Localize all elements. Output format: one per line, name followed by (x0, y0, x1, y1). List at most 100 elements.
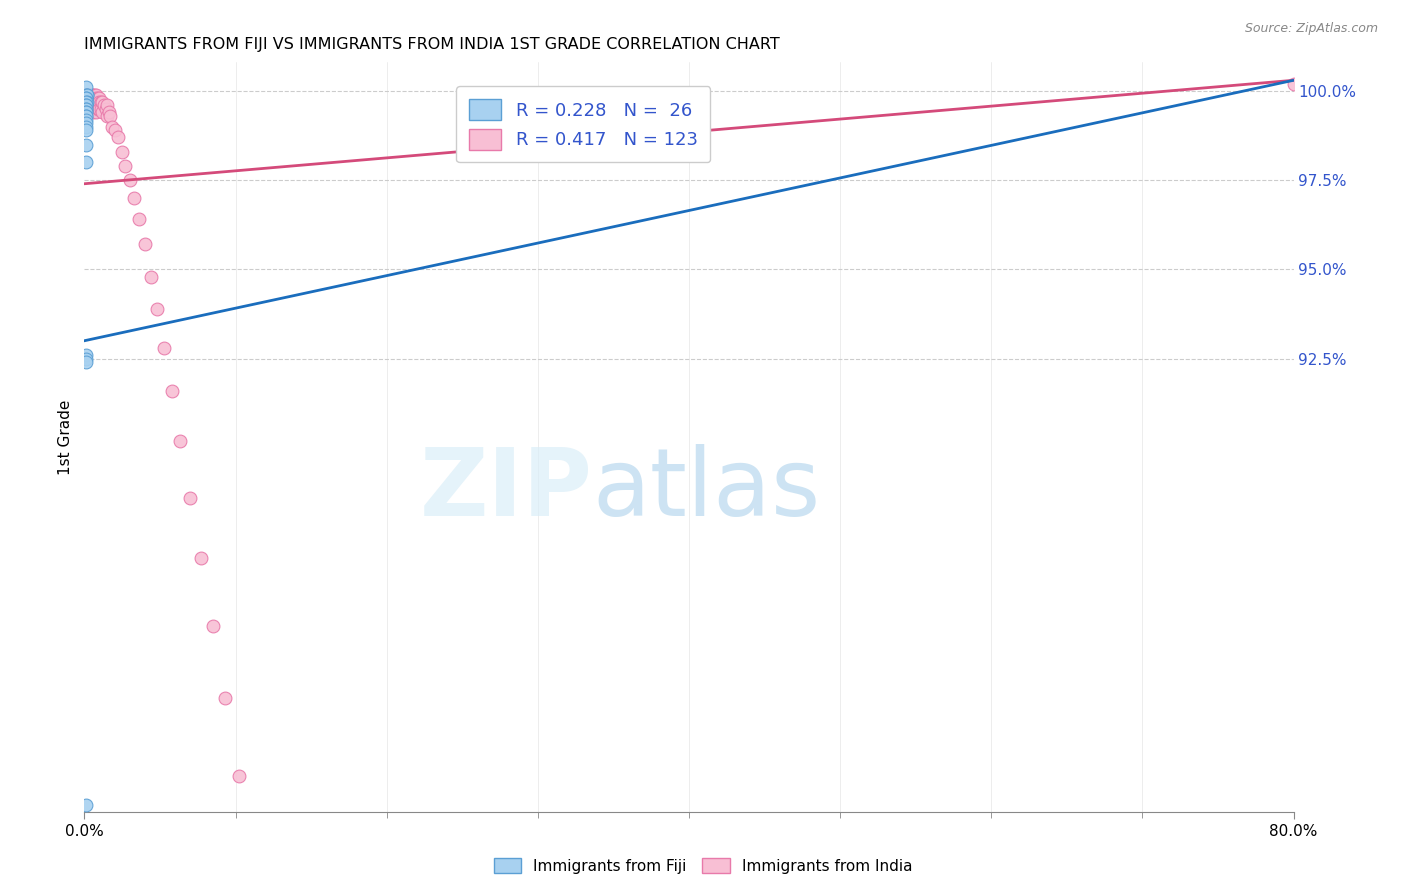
Point (214, 690, 236, 705)
Point (228, 769, 250, 783)
Point (80, 91, 103, 105)
Point (80, 87, 103, 102)
Point (118, 173, 141, 187)
Point (75, 87, 97, 102)
Point (94, 102, 117, 116)
Point (75, 797, 97, 812)
Point (77, 95, 100, 109)
Point (86, 87, 108, 102)
Legend: R = 0.228   N =  26, R = 0.417   N = 123: R = 0.228 N = 26, R = 0.417 N = 123 (456, 87, 710, 162)
Point (75, 102, 97, 116)
Point (84, 95, 107, 109)
Point (75, 105, 97, 120)
Text: IMMIGRANTS FROM FIJI VS IMMIGRANTS FROM INDIA 1ST GRADE CORRELATION CHART: IMMIGRANTS FROM FIJI VS IMMIGRANTS FROM … (84, 37, 780, 52)
Point (93, 98, 115, 112)
Text: Source: ZipAtlas.com: Source: ZipAtlas.com (1244, 22, 1378, 36)
Point (91, 105, 114, 120)
Point (76, 91, 98, 105)
Point (79, 91, 101, 105)
Point (75, 355, 97, 369)
Point (86, 105, 108, 120)
Point (79, 87, 101, 102)
Point (89, 102, 111, 116)
Point (86, 91, 108, 105)
Point (75, 123, 97, 137)
Point (79, 91, 101, 105)
Point (91, 95, 114, 109)
Point (84, 102, 107, 116)
Point (75, 105, 97, 120)
Point (90, 102, 112, 116)
Point (107, 130, 129, 145)
Point (77, 87, 100, 102)
Point (134, 237, 156, 252)
Point (75, 351, 97, 366)
Point (77, 91, 100, 105)
Point (75, 95, 97, 109)
Point (77, 87, 100, 102)
Point (146, 301, 169, 316)
Point (86, 98, 108, 112)
Point (98, 109, 121, 123)
Point (79, 95, 101, 109)
Point (76, 87, 98, 102)
Point (111, 145, 134, 159)
Point (76, 91, 98, 105)
Point (82, 95, 104, 109)
Point (77, 95, 100, 109)
Point (77, 91, 100, 105)
Point (122, 191, 145, 205)
Point (201, 619, 224, 633)
Point (76, 87, 98, 102)
Point (80, 98, 103, 112)
Point (179, 491, 201, 505)
Point (77, 95, 100, 109)
Point (77, 87, 100, 102)
Point (87, 102, 110, 116)
Point (75, 87, 97, 102)
Point (76, 91, 98, 105)
Point (84, 95, 107, 109)
Point (80, 91, 103, 105)
Point (96, 98, 118, 112)
Point (79, 87, 101, 102)
Point (1282, 77, 1305, 91)
Y-axis label: 1st Grade: 1st Grade (58, 400, 73, 475)
Point (89, 95, 111, 109)
Point (153, 341, 176, 355)
Point (76, 87, 98, 102)
Point (76, 95, 98, 109)
Point (80, 95, 103, 109)
Point (77, 91, 100, 105)
Point (104, 123, 127, 137)
Point (75, 91, 97, 105)
Point (75, 348, 97, 362)
Point (139, 269, 162, 284)
Point (128, 212, 150, 227)
Point (87, 91, 110, 105)
Point (160, 384, 183, 398)
Point (82, 95, 104, 109)
Point (76, 98, 98, 112)
Point (77, 102, 100, 116)
Legend: Immigrants from Fiji, Immigrants from India: Immigrants from Fiji, Immigrants from In… (488, 852, 918, 880)
Point (79, 102, 101, 116)
Point (75, 116, 97, 130)
Point (82, 87, 104, 102)
Point (75, 91, 97, 105)
Point (76, 87, 98, 102)
Point (75, 98, 97, 112)
Point (84, 87, 107, 102)
Point (79, 91, 101, 105)
Point (76, 95, 98, 109)
Point (114, 159, 136, 173)
Point (84, 91, 107, 105)
Point (77, 98, 100, 112)
Point (77, 98, 100, 112)
Point (80, 87, 103, 102)
Point (75, 109, 97, 123)
Point (90, 95, 112, 109)
Point (76, 87, 98, 102)
Point (75, 91, 97, 105)
Point (75, 155, 97, 169)
